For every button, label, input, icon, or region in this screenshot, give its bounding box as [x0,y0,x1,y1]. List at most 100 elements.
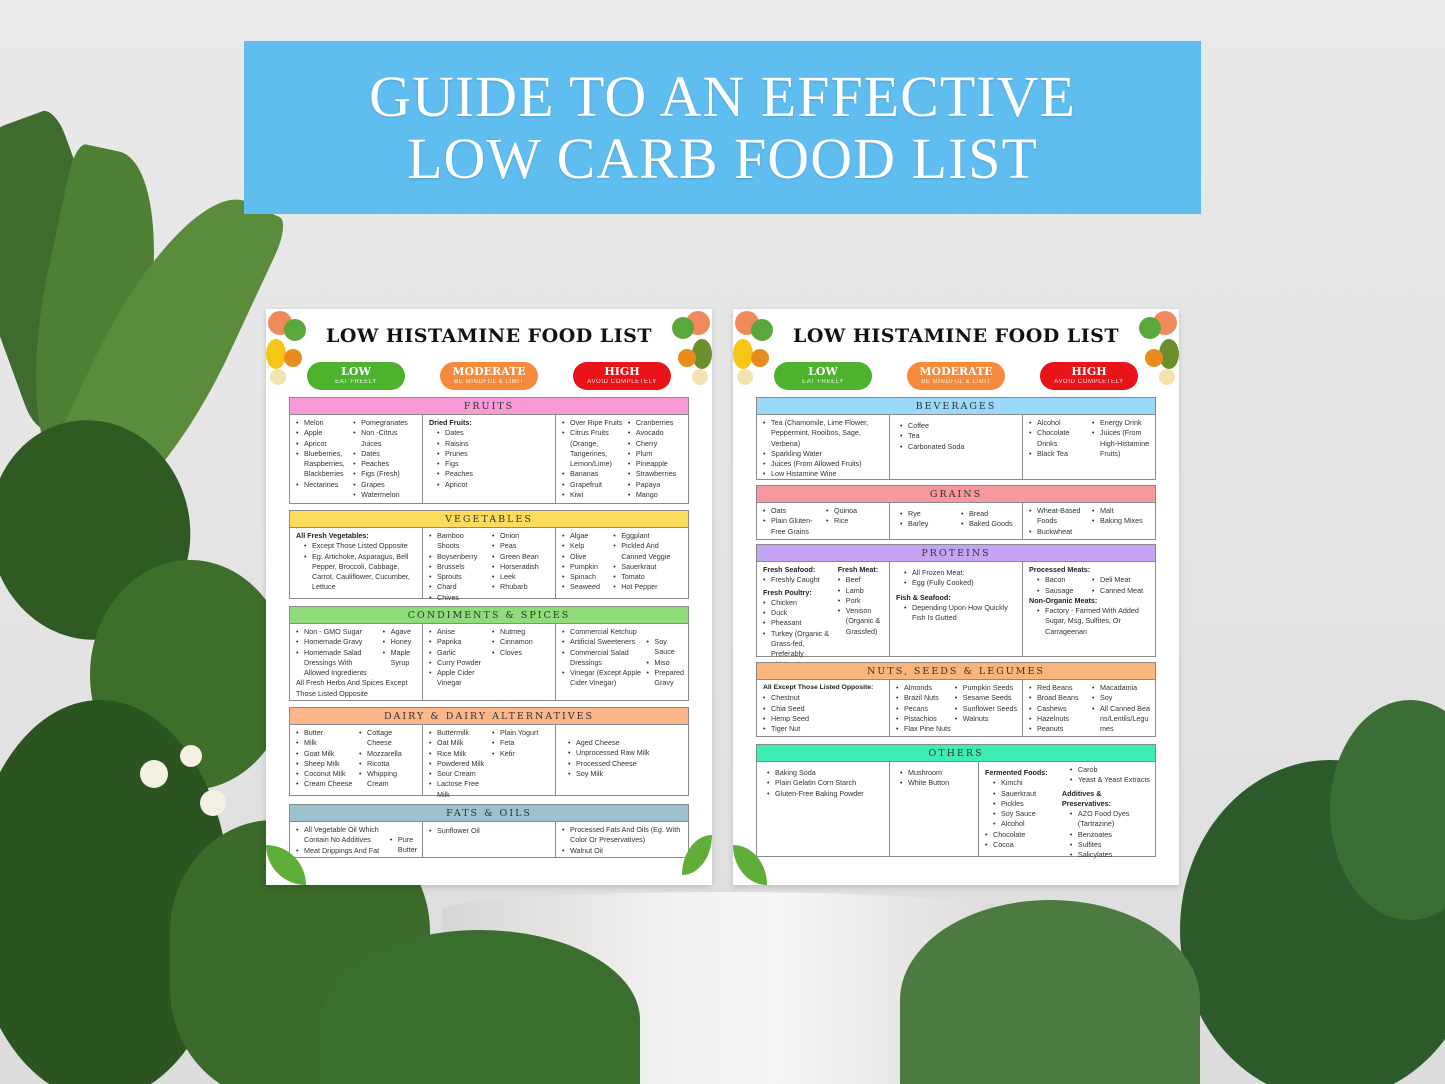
high-column: Aged Cheese Unprocessed Raw Milk Process… [556,725,688,795]
high-column: Over Ripe Fruits Citrus Fruits (Orange, … [556,415,688,503]
food-item: Alcohol [1029,418,1088,429]
food-item: Ricotta [359,759,418,770]
food-item: Raisins [437,439,551,450]
low-column: Fresh Seafood: Freshly Caught Fresh Poul… [757,562,890,669]
food-item: Grapes [353,480,418,491]
high-column: Processed Meats: Bacon Sausage Deli Meat… [1023,562,1155,656]
food-item: Brussels [429,562,488,573]
food-item: Cottage Cheese [359,728,418,749]
section-header: NUTS, SEEDS & LEGUMES [757,663,1155,680]
food-item: Homemade Gravy [296,637,379,648]
food-item: Pumpkin Seeds [955,683,1018,694]
food-item: Deli Meat [1092,575,1151,586]
food-item: Eg: Artichoke, Asparagus, Bell Pepper, B… [304,552,418,593]
food-item: All Canned Beans/Lentils/Legumes [1092,704,1151,735]
food-item: Unprocessed Raw Milk [568,748,684,759]
food-item: Macadamia [1092,683,1151,694]
page-title: LOW HISTAMINE FOOD LIST [326,325,652,347]
histamine-level-legend: LOW EAT FREELY MODERATE BE MINDFUL & LIM… [733,362,1179,392]
food-item: Canned Meat [1092,586,1151,597]
group-heading: Non-Organic Meats: [1029,595,1098,605]
food-item: Red Beans [1029,683,1088,694]
food-list-page-1: LOW HISTAMINE FOOD LIST LOW EAT FREELY M… [266,309,712,885]
low-column: Non - GMO Sugar Homemade Gravy Homemade … [290,624,423,700]
section-header: PROTEINS [757,545,1155,562]
section-header: DAIRY & DAIRY ALTERNATIVES [290,708,688,725]
level-subtitle: AVOID COMPLETELY [587,379,657,385]
level-subtitle: EAT FREELY [802,379,844,385]
food-item: Hot Pepper [613,582,684,593]
fruit-decoration-icon [668,309,712,389]
food-item: Pineapple [628,459,684,470]
food-item: Energy Drink [1092,418,1151,429]
food-item: Chives [429,593,488,604]
food-item: Black Tea [1029,449,1088,460]
food-item: Prepared Gravy [646,668,684,689]
group-heading: All Except Those Listed Opposite: [763,684,874,691]
food-item: Apple [296,428,349,439]
food-item: Cinnamon [492,637,551,648]
section-beverages: BEVERAGES Tea (Chamomile, Lime Flower, P… [756,397,1156,480]
food-item: Pomegranates [353,418,418,429]
food-item: Buckwheat [1029,527,1088,538]
food-item: Gluten-Free Baking Powder [767,789,885,800]
food-item: Barley [900,519,957,530]
food-item: Benzoates [1070,830,1151,841]
section-header: BEVERAGES [757,398,1155,415]
food-item: Vinegar (Except Apple Cider Vinegar) [562,668,642,689]
food-item: Onion [492,531,551,542]
high-column: Red Beans Broad Beans Cashews Hazelnuts … [1023,680,1155,736]
food-item: Sauerkraut [993,789,1058,800]
food-item: Kelp [562,541,609,552]
food-item: Sulfites [1070,840,1151,851]
food-item: AZO Food Dyes (Tartrazine) [1070,809,1151,830]
food-item: Factory - Farmed With Added Sugar, Msg, … [1037,606,1151,637]
moderate-column: Buttermilk Oat Milk Rice Milk Powdered M… [423,725,556,799]
fruit-decoration-icon [266,309,310,389]
food-item: Sprouts [429,572,488,583]
level-subtitle: BE MINDFUL & LIMIT [921,379,991,385]
food-item: Plain Gelatin Corn Starch [767,778,885,789]
level-moderate-badge: MODERATE BE MINDFUL & LIMIT [907,362,1005,390]
food-item: Bamboo Shoots [429,531,488,552]
food-item: Alcohol [993,819,1058,830]
food-item: Soy Milk [568,769,684,780]
food-item: Chocolate [985,830,1058,841]
food-list-page-2: LOW HISTAMINE FOOD LIST LOW EAT FREELY M… [733,309,1179,885]
food-item: Artificial Sweeteners [562,637,642,648]
food-item: Soy Sauce [993,809,1058,820]
food-item: Blueberries, Raspberries, Blackberries [296,449,349,480]
food-item: Butter [296,728,355,739]
food-item: Seaweed [562,582,609,593]
food-item: Sesame Seeds [955,693,1018,704]
low-column: All Fresh Vegetables: Except Those Liste… [290,528,423,598]
food-item: Cherry [628,439,684,450]
food-item: Sparkling Water [763,449,885,460]
section-grains: GRAINS Oats Plain Gluten-Free Grains Qui… [756,485,1156,540]
food-item: Carob [1070,765,1151,776]
food-item: Dates [437,428,551,439]
food-item: Pumpkin [562,562,609,573]
food-item: Baking Soda [767,768,885,779]
food-item: Mushroom [900,768,974,779]
food-item: Mango [628,490,684,501]
food-item: Sausage [1037,586,1088,597]
food-item: Coffee [900,421,1018,432]
food-item: Watermelon [353,490,418,501]
food-item: Plain Gluten-Free Grains [763,516,822,537]
food-item: Bread [961,509,1018,520]
section-nuts-seeds-legumes: NUTS, SEEDS & LEGUMES All Except Those L… [756,662,1156,737]
level-title: LOW [808,365,838,378]
food-item: Feta [492,738,551,749]
food-item: Sunflower Seeds [955,704,1018,715]
food-item: Horseradish [492,562,551,573]
food-item: Rhubarb [492,582,551,593]
section-condiments-spices: CONDIMENTS & SPICES Non - GMO Sugar Home… [289,606,689,701]
banner-title-line-1: GUIDE TO AN EFFECTIVE [369,63,1076,129]
food-item: Non -Citrus Juices [353,428,418,449]
food-item: Aged Cheese [568,738,684,749]
level-subtitle: EAT FREELY [335,379,377,385]
food-item: All Frozen Meat: [904,568,1018,579]
food-item: Egg (Fully Cooked) [904,578,1018,589]
level-low-badge: LOW EAT FREELY [307,362,405,390]
